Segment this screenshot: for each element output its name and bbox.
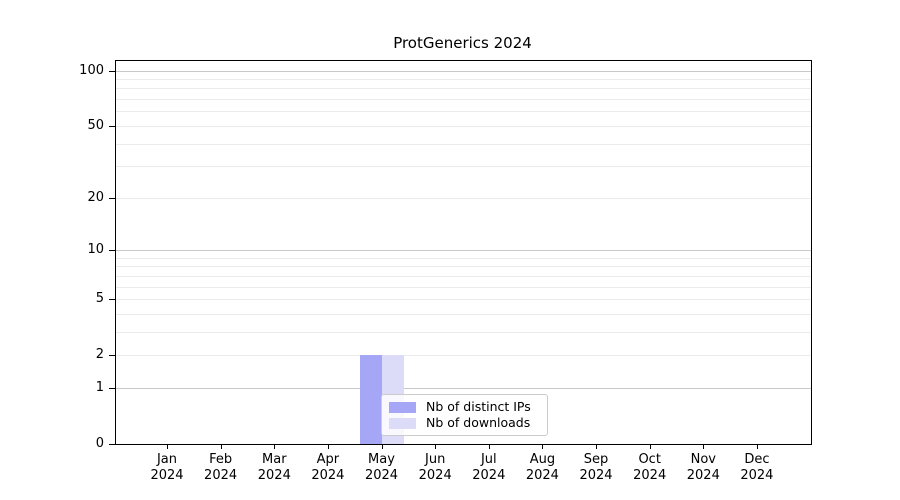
plot-area: 0 1 2 5 10 20 50 100 Jan 2024 Feb 2024 Mar 2024 Apr 202…	[79, 60, 812, 483]
x-axis-month-label: Jul	[480, 452, 497, 467]
gridline-minor	[116, 99, 811, 100]
x-axis-year-label: 2024	[633, 468, 667, 483]
gridline-minor	[116, 143, 811, 145]
x-axis-month-label: Jun	[425, 452, 446, 467]
y-axis-tick-label: 50	[87, 117, 104, 133]
gridline-minor	[116, 88, 811, 90]
x-axis-tick	[220, 444, 222, 449]
y-axis-tick	[109, 355, 115, 357]
y-axis-tick	[109, 70, 115, 72]
x-axis-year-label: 2024	[472, 468, 506, 483]
x-axis-tick	[381, 444, 383, 449]
y-axis-tick-label: 1	[95, 379, 104, 395]
x-axis-year-label: 2024	[740, 468, 774, 483]
x-axis-year-label: 2024	[418, 468, 452, 483]
y-axis-tick-label: 2	[95, 347, 104, 363]
x-axis-year-label: 2024	[311, 468, 345, 483]
x-axis-tick-label: Sep 2024	[564, 452, 628, 484]
x-axis-year-label: 2024	[579, 468, 613, 483]
x-axis-tick	[488, 444, 490, 449]
x-axis-tick-label: Dec 2024	[725, 452, 789, 484]
bar-distinct-ips-may	[359, 355, 382, 444]
x-axis-tick	[542, 444, 544, 449]
x-axis-tick	[756, 444, 758, 449]
y-axis-tick	[109, 299, 115, 300]
y-axis-tick-label: 100	[79, 62, 104, 78]
x-axis-tick-label: Oct 2024	[618, 452, 682, 484]
gridline-minor	[116, 257, 811, 259]
y-axis-tick-label: 10	[87, 241, 104, 257]
x-axis-tick-label: Jan 2024	[135, 452, 199, 484]
gridline-minor	[116, 355, 811, 357]
y-axis-tick	[109, 197, 115, 199]
x-axis-month-label: May	[368, 452, 395, 467]
gridline-major	[116, 387, 811, 389]
x-axis-year-label: 2024	[686, 468, 720, 483]
gridline-minor	[116, 78, 811, 80]
legend-swatch-distinct-ips-icon	[389, 401, 416, 413]
gridline-minor	[116, 197, 811, 199]
gridline-major	[116, 70, 811, 72]
x-axis-tick	[596, 444, 597, 449]
legend: Nb of distinct IPs Nb of downloads	[381, 394, 548, 436]
gridline-minor	[116, 266, 811, 268]
x-axis-tick-label: May 2024	[350, 452, 414, 484]
x-axis-year-label: 2024	[150, 468, 184, 483]
y-axis-tick	[109, 444, 115, 445]
legend-item-downloads: Nb of downloads	[389, 415, 539, 431]
x-axis-year-label: 2024	[364, 468, 399, 483]
y-axis-tick	[109, 249, 115, 251]
x-axis-tick-label: Apr 2024	[296, 452, 360, 484]
y-axis-tick-label: 5	[95, 291, 104, 306]
plot-canvas: 0 1 2 5 10 20 50 100 Jan 2024 Feb 2024 Mar 2024 Apr 202…	[79, 61, 811, 483]
x-axis-tick-label: Jul 2024	[457, 452, 521, 484]
x-axis-tick-label: Nov 2024	[671, 452, 735, 484]
x-axis-tick-label: Aug 2024	[510, 452, 574, 484]
gridline-major	[116, 249, 811, 251]
x-axis-tick	[649, 444, 651, 449]
gridline-minor	[116, 299, 811, 300]
legend-item-distinct-ips: Nb of distinct IPs	[389, 399, 539, 415]
legend-label-downloads: Nb of downloads	[426, 415, 531, 430]
legend-label-distinct-ips: Nb of distinct IPs	[426, 399, 531, 414]
x-axis-tick-label: Feb 2024	[189, 452, 253, 484]
x-axis-month-label: Sep	[583, 452, 609, 467]
x-axis-month-label: Jan	[156, 452, 178, 467]
legend-swatch-downloads-icon	[389, 417, 416, 429]
x-axis-year-label: 2024	[257, 468, 291, 483]
x-axis-tick	[274, 444, 276, 449]
x-axis-month-label: Mar	[262, 452, 287, 467]
y-axis-tick	[109, 125, 115, 127]
gridline-minor	[116, 286, 811, 288]
gridline-minor	[116, 125, 811, 127]
y-axis-tick	[109, 387, 115, 389]
x-axis-tick	[167, 444, 168, 449]
y-axis-tick-label: 0	[95, 436, 104, 451]
gridline-minor	[116, 331, 811, 333]
x-axis-month-label: Feb	[209, 452, 233, 467]
x-axis-tick-label: Jun 2024	[403, 452, 467, 484]
x-axis-tick	[703, 444, 705, 449]
x-axis-tick-label: Mar 2024	[242, 452, 306, 484]
x-axis-year-label: 2024	[204, 468, 238, 483]
gridline-minor	[116, 275, 811, 277]
chart-title: ProtGenerics 2024	[393, 34, 532, 52]
x-axis-tick	[327, 444, 329, 449]
x-axis-year-label: 2024	[525, 468, 559, 483]
y-axis-tick-label: 20	[87, 189, 104, 205]
x-axis-month-label: Nov	[690, 452, 716, 467]
x-axis-month-label: Apr	[316, 452, 340, 467]
x-axis-month-label: Aug	[529, 452, 556, 467]
x-axis-tick	[435, 444, 437, 449]
gridline-minor	[116, 166, 811, 168]
x-axis-month-label: Oct	[638, 452, 661, 467]
gridline-minor	[116, 313, 811, 315]
x-axis-month-label: Dec	[744, 452, 770, 467]
gridline-minor	[116, 111, 811, 113]
